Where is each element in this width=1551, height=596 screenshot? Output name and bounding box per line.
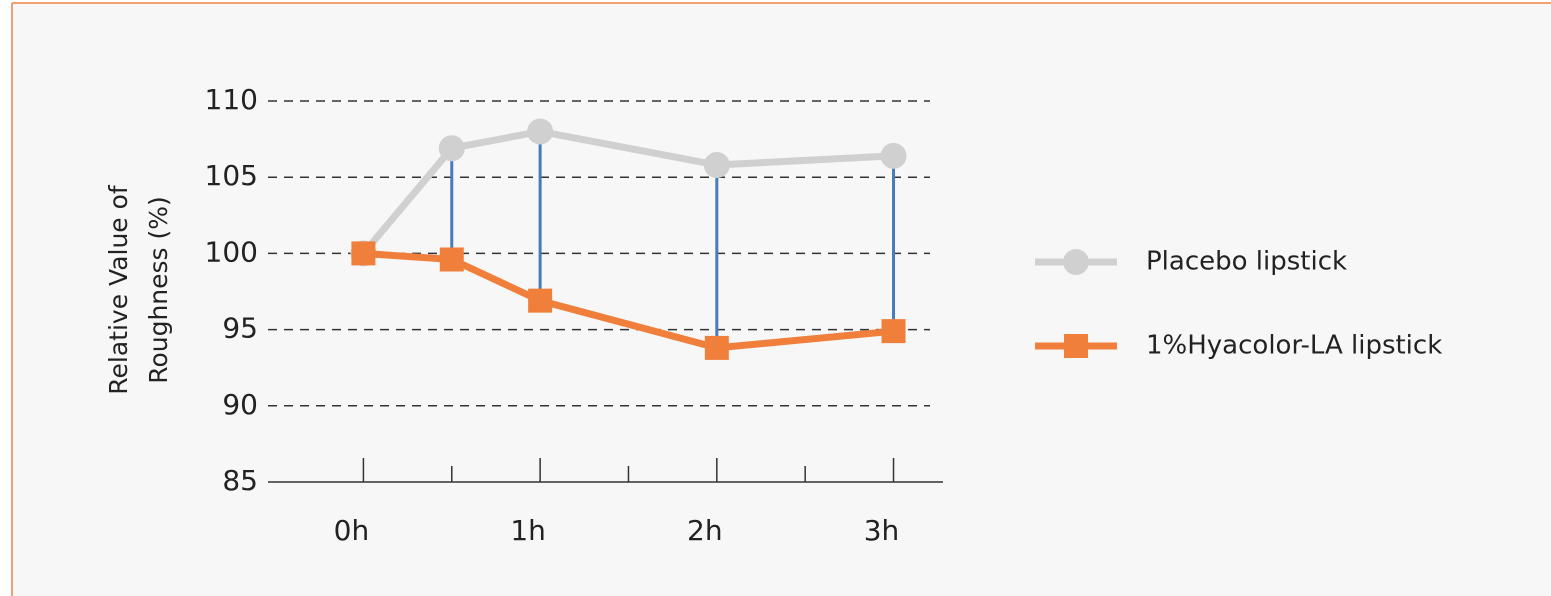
x-tick-label: 3h <box>864 514 900 547</box>
y-tick-label: 100 <box>205 235 258 268</box>
y-axis-label: Relative Value of <box>104 184 133 395</box>
point <box>881 319 906 344</box>
x-tick-label: 2h <box>687 514 723 547</box>
y-tick-label: 90 <box>222 388 258 421</box>
y-tick-label: 105 <box>205 159 258 192</box>
y-tick-label: 95 <box>222 312 258 345</box>
point <box>880 142 907 169</box>
point <box>438 135 465 162</box>
y-tick-label: 85 <box>222 464 258 497</box>
x-tick-label: 1h <box>510 514 546 547</box>
point <box>351 241 376 266</box>
x-tick-label: 0h <box>334 514 370 547</box>
legend-marker <box>1063 249 1089 275</box>
legend-label: Placebo lipstick <box>1146 247 1347 277</box>
y-axis-label: Roughness (%) <box>144 196 173 384</box>
legend-label: 1%Hyacolor-LA lipstick <box>1146 331 1442 361</box>
point <box>704 335 729 360</box>
point <box>528 288 553 313</box>
legend-marker <box>1064 334 1088 358</box>
panel <box>12 3 1551 596</box>
y-tick-label: 110 <box>205 83 258 116</box>
point <box>703 152 730 179</box>
point <box>439 247 464 272</box>
point <box>527 118 554 145</box>
